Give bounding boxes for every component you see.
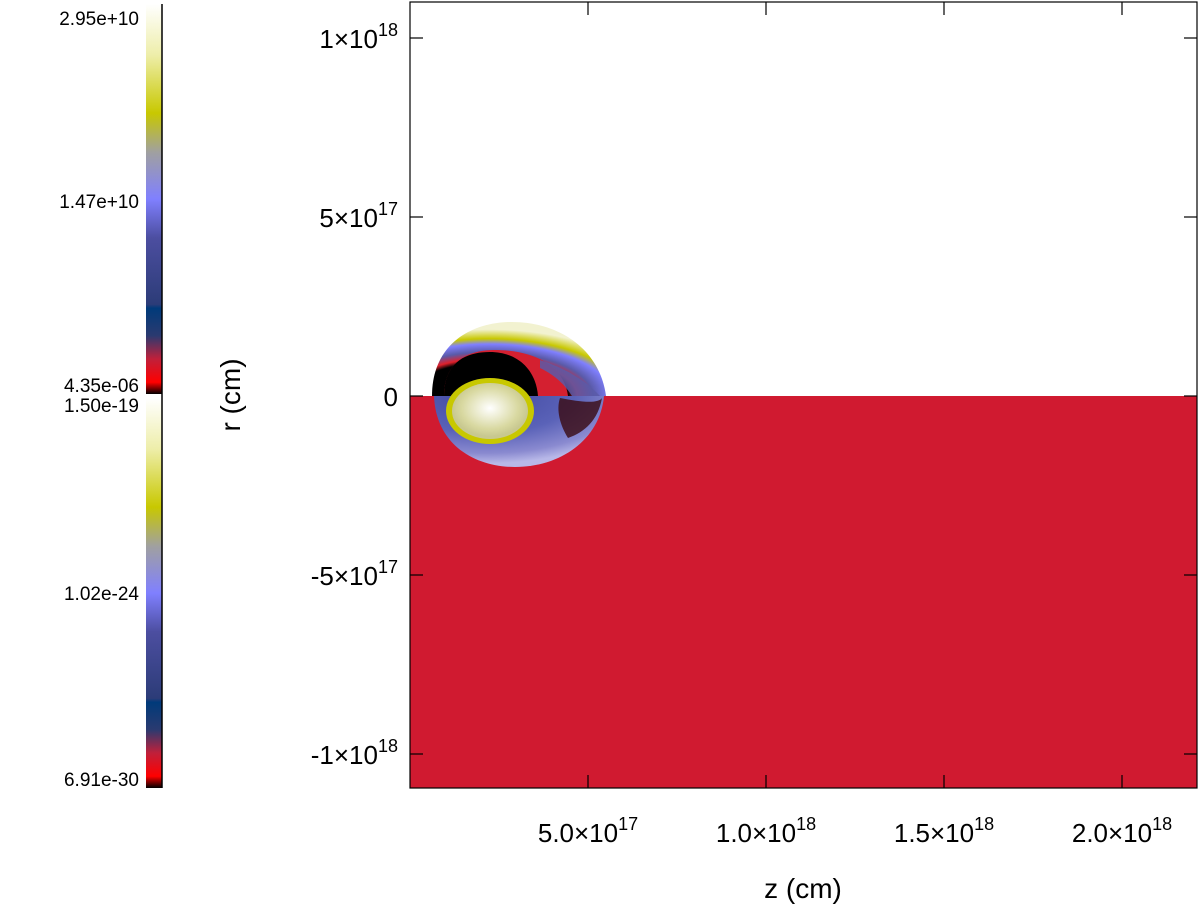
colorbar-bottom bbox=[146, 398, 162, 788]
colorbar-top bbox=[146, 4, 162, 394]
y-axis-title: r (cm) bbox=[215, 358, 246, 431]
x-tick-label: 5.0×1017 bbox=[538, 814, 638, 848]
plot-area bbox=[409, 1, 1198, 789]
colorbar-top-min-label: 4.35e-06 bbox=[64, 376, 139, 397]
colorbar-top-max-label: 2.95e+10 bbox=[59, 9, 139, 30]
x-axis-title: z (cm) bbox=[764, 873, 842, 904]
colorbar-top-mid-label: 1.47e+10 bbox=[59, 192, 139, 213]
lower-bubble-core bbox=[452, 383, 528, 439]
y-tick-label: -1×1018 bbox=[311, 736, 398, 770]
colorbar-bottom-min-label: 6.91e-30 bbox=[64, 770, 139, 791]
axis-ticks: 5.0×1017 1.0×1018 1.5×1018 2.0×1018 1×1018 5×… bbox=[311, 2, 1197, 848]
colorbar-bottom-mid-label: 1.02e-24 bbox=[64, 584, 139, 605]
x-tick-label: 1.5×1018 bbox=[894, 814, 994, 848]
x-tick-label: 2.0×1018 bbox=[1072, 814, 1172, 848]
colorbars: 2.95e+10 1.47e+10 4.35e-06 1.50e-19 1.02… bbox=[59, 4, 163, 791]
x-tick-label: 1.0×1018 bbox=[716, 814, 816, 848]
y-tick-label: -5×1017 bbox=[311, 557, 398, 591]
y-tick-label: 1×1018 bbox=[319, 20, 398, 54]
plot-frame bbox=[409, 1, 1198, 789]
y-tick-label: 0 bbox=[384, 382, 398, 412]
colorbar-bottom-max-label: 1.50e-19 bbox=[64, 396, 139, 417]
lower-bubble-dark-patch bbox=[558, 398, 602, 438]
y-tick-label: 5×1017 bbox=[319, 199, 398, 233]
upper-bubble-tail bbox=[540, 360, 600, 396]
